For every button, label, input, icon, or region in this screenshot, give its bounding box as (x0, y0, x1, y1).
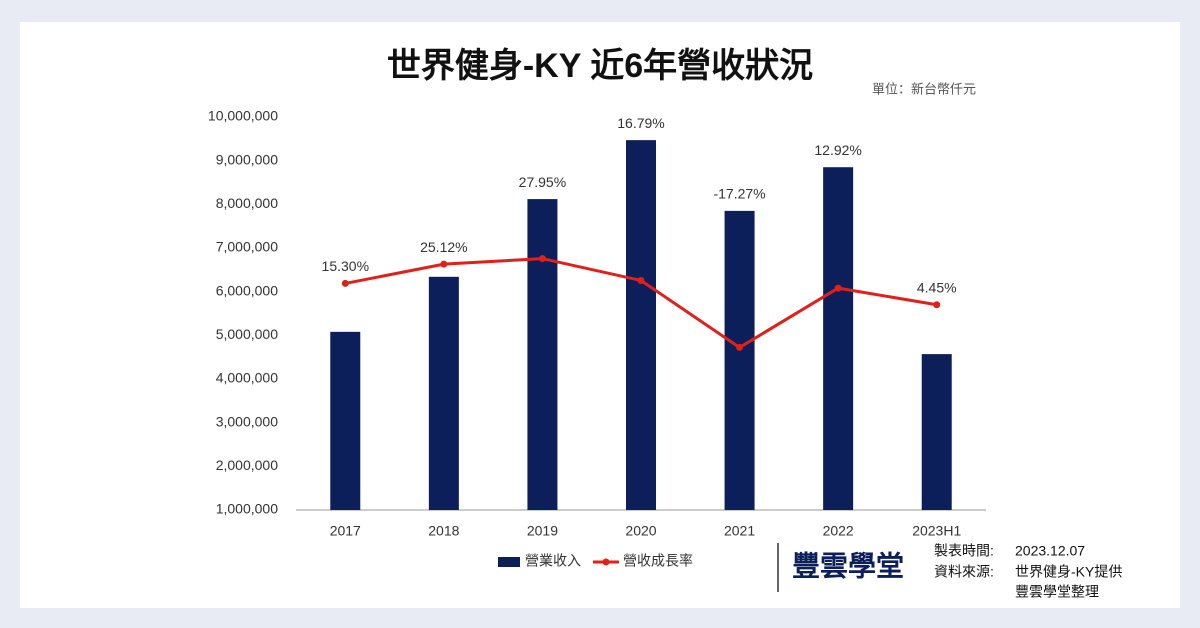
date: 2023.12.07 (1015, 543, 1085, 559)
x-tick-label: 2022 (823, 523, 854, 539)
bar (330, 331, 361, 510)
data-label: -17.27% (713, 186, 765, 202)
y-tick-label: 6,000,000 (216, 282, 278, 298)
x-tick-label: 2017 (330, 523, 361, 539)
card (20, 22, 1180, 608)
y-tick-label: 3,000,000 (216, 413, 278, 429)
logo: 豐雲學堂 (792, 550, 904, 581)
y-tick-label: 1,000,000 (216, 501, 278, 517)
bar (428, 276, 459, 510)
y-tick-label: 9,000,000 (216, 151, 278, 167)
point (341, 279, 349, 287)
data-label: 15.30% (322, 258, 369, 274)
source: 世界健身-KY提供 (1015, 564, 1122, 580)
data-label: 4.45% (917, 279, 957, 295)
data-label: 12.92% (814, 142, 861, 158)
y-tick-label: 8,000,000 (216, 195, 278, 211)
source-label: 資料來源: (934, 564, 994, 580)
y-tick-label: 2,000,000 (216, 457, 278, 473)
y-tick-label: 7,000,000 (216, 239, 278, 255)
y-tick-label: 4,000,000 (216, 370, 278, 386)
source: 豐雲學堂整理 (1015, 584, 1099, 600)
x-tick-label: 2021 (724, 523, 755, 539)
x-tick-label: 2023H1 (912, 523, 961, 539)
point (637, 277, 645, 285)
legend-label: 營收成長率 (623, 553, 693, 569)
point (736, 343, 744, 351)
legend-label: 營業收入 (525, 553, 581, 569)
chart-title: 世界健身-KY 近6年營收狀況 (387, 47, 813, 85)
point (440, 260, 448, 268)
bar (626, 140, 656, 511)
bar (823, 167, 854, 510)
bar (724, 210, 755, 510)
data-label: 25.12% (420, 239, 467, 255)
x-tick-label: 2019 (527, 523, 558, 539)
bar (921, 354, 952, 510)
bar (527, 199, 558, 511)
date-label: 製表時間: (934, 543, 994, 559)
y-tick-label: 5,000,000 (216, 326, 278, 342)
x-tick-label: 2020 (625, 523, 656, 539)
unit-note: 單位：新台幣仟元 (872, 81, 976, 96)
point (933, 301, 941, 309)
data-label: 16.79% (617, 115, 664, 131)
point (538, 255, 546, 263)
x-tick-label: 2018 (428, 523, 459, 539)
legend-swatch (602, 558, 610, 566)
legend-swatch (498, 557, 520, 567)
data-label: 27.95% (519, 174, 566, 190)
point (834, 284, 842, 292)
y-tick-label: 10,000,000 (208, 108, 278, 124)
